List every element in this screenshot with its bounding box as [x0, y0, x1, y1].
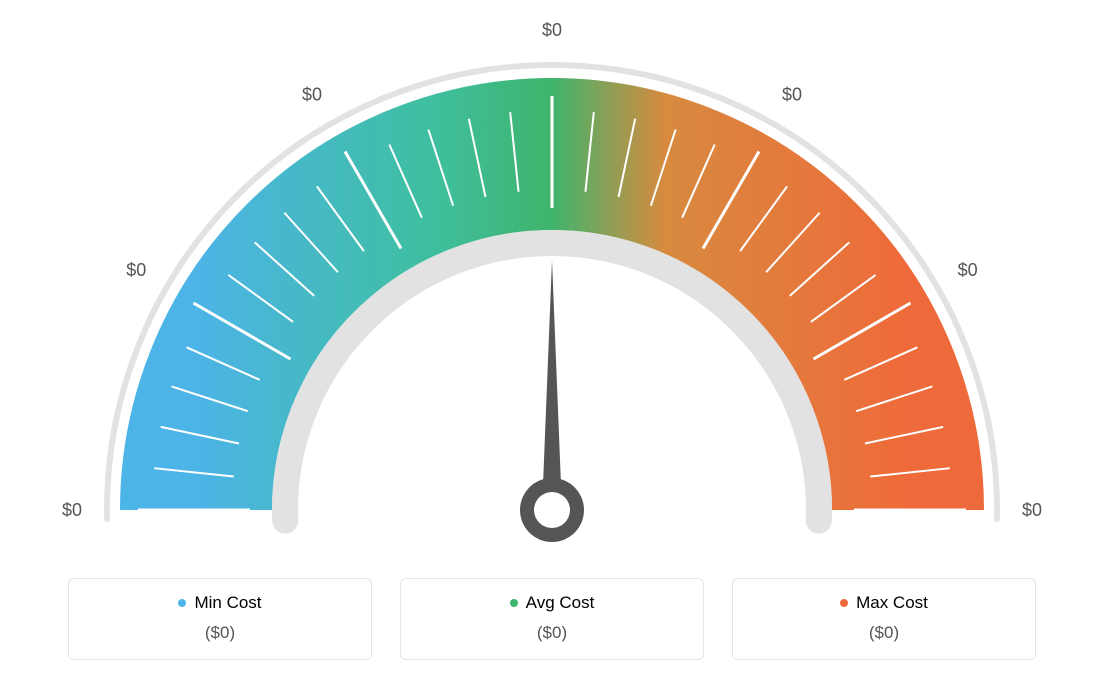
gauge-tick-label: $0 [1022, 500, 1042, 520]
legend-box-max: Max Cost ($0) [732, 578, 1036, 660]
gauge-tick-label: $0 [62, 500, 82, 520]
gauge-tick-label: $0 [542, 20, 562, 40]
gauge-tick-label: $0 [302, 84, 322, 104]
legend-dot-max [840, 599, 848, 607]
gauge-svg: $0 $0 $0 $0 $0 $0 $0 [40, 10, 1064, 570]
cost-gauge-chart: $0 $0 $0 $0 $0 $0 $0 Min Cost ($0) Avg Cost ($… [0, 0, 1104, 690]
legend-label-avg: Avg Cost [510, 593, 595, 613]
gauge-tick-label: $0 [958, 260, 978, 280]
gauge-tick-label: $0 [782, 84, 802, 104]
gauge-area: $0 $0 $0 $0 $0 $0 $0 [40, 10, 1064, 570]
gauge-needle-hub-inner [534, 492, 570, 528]
legend-value-avg: ($0) [401, 623, 703, 643]
legend-label-max: Max Cost [840, 593, 928, 613]
legend-box-avg: Avg Cost ($0) [400, 578, 704, 660]
gauge-tick-label: $0 [126, 260, 146, 280]
legend-label-text-min: Min Cost [194, 593, 261, 613]
gauge-needle [542, 260, 562, 510]
legend-label-text-avg: Avg Cost [526, 593, 595, 613]
legend-dot-avg [510, 599, 518, 607]
legend-dot-min [178, 599, 186, 607]
legend-label-text-max: Max Cost [856, 593, 928, 613]
legend-row: Min Cost ($0) Avg Cost ($0) Max Cost ($0… [40, 578, 1064, 660]
legend-value-max: ($0) [733, 623, 1035, 643]
legend-label-min: Min Cost [178, 593, 261, 613]
legend-value-min: ($0) [69, 623, 371, 643]
legend-box-min: Min Cost ($0) [68, 578, 372, 660]
